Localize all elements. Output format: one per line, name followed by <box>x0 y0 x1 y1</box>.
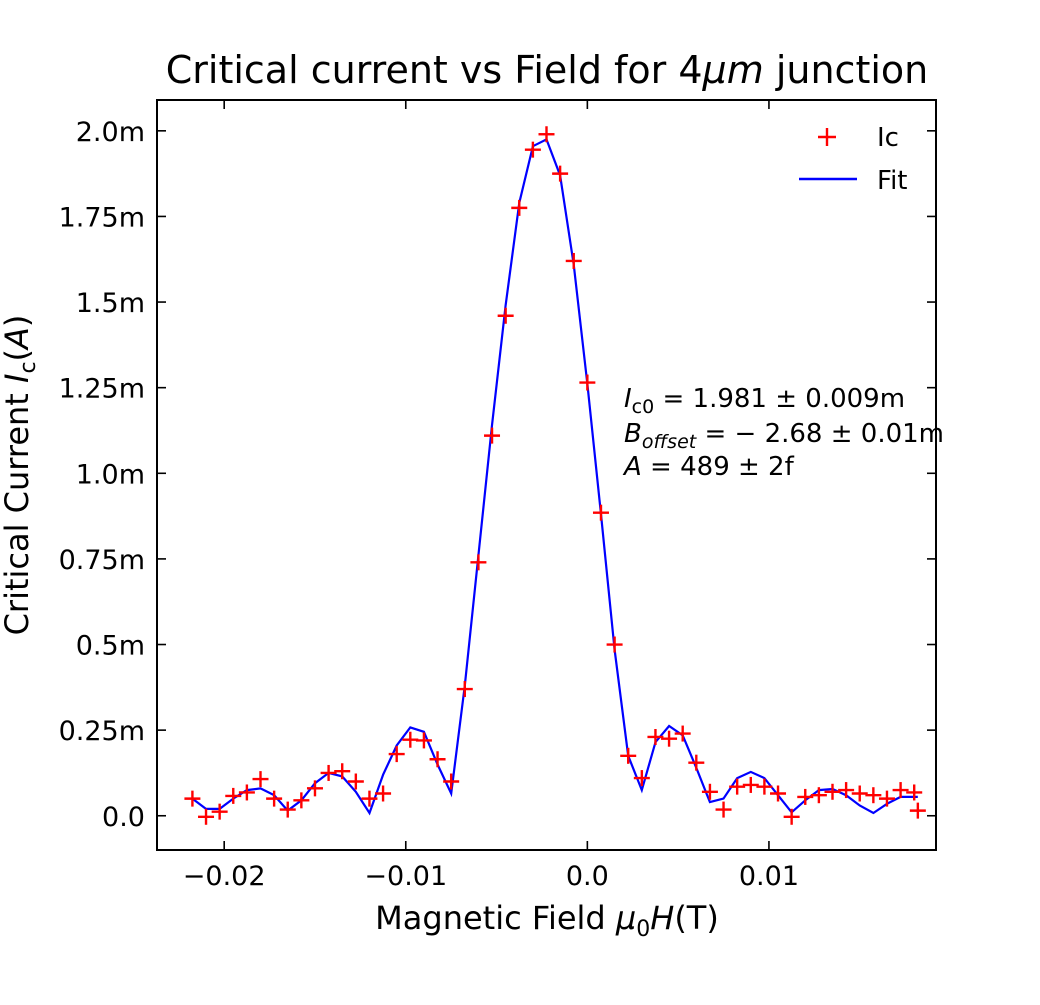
ic-data-point-12 <box>347 773 364 790</box>
ic-data-point-50 <box>865 787 882 804</box>
ic-data-point-30 <box>592 504 609 521</box>
ic-data-point-29 <box>579 374 596 391</box>
ic-data-point-39 <box>715 801 732 818</box>
ic-data-point-28 <box>565 252 582 269</box>
x-tick-label-2: 0.0 <box>566 861 609 892</box>
ic-data-point-14 <box>375 785 392 802</box>
ic-data-point-11 <box>334 763 351 780</box>
y-tick-label-5: 1.25m <box>59 374 145 405</box>
ic-data-point-18 <box>429 751 446 768</box>
ic-data-point-20 <box>456 681 473 698</box>
ic-data-point-44 <box>783 808 800 825</box>
ic-data-point-4 <box>238 784 255 801</box>
plot-area <box>184 126 926 825</box>
ic-data-point-17 <box>415 732 432 749</box>
y-tick-label-1: 0.25m <box>59 716 145 747</box>
x-tick-label-3: 0.01 <box>739 861 799 892</box>
ic-data-point-53 <box>906 784 923 801</box>
ic-data-point-27 <box>552 165 569 182</box>
ic-data-point-38 <box>701 783 718 800</box>
ic-data-point-32 <box>620 747 637 764</box>
ic-data-point-34 <box>647 728 664 745</box>
y-tick-label-7: 1.75m <box>59 202 145 233</box>
legend-label-fit: Fit <box>877 166 907 196</box>
ic-data-point-2 <box>211 803 228 820</box>
legend: Ic Fit <box>799 123 907 196</box>
ic-data-point-52 <box>892 782 909 799</box>
ic-data-point-21 <box>470 554 487 571</box>
ic-data-point-24 <box>511 199 528 216</box>
legend-marker-ic <box>818 128 836 146</box>
chart-title: Critical current vs Field for 4μm juncti… <box>166 48 929 92</box>
ic-data-point-1 <box>198 808 215 825</box>
ic-data-point-36 <box>674 725 691 742</box>
ic-data-point-19 <box>443 773 460 790</box>
ic-data-point-13 <box>361 790 378 807</box>
ic-data-point-22 <box>484 427 501 444</box>
y-tick-label-4: 1.0m <box>76 459 145 490</box>
ic-data-point-31 <box>606 636 623 653</box>
ic-data-point-51 <box>878 790 895 807</box>
ic-data-point-7 <box>279 801 296 818</box>
annotation-line-a: A = 489 ± 2f <box>622 452 795 482</box>
ic-data-point-25 <box>524 141 541 158</box>
y-tick-label-0: 0.0 <box>102 802 145 833</box>
ic-data-point-46 <box>810 787 827 804</box>
ic-data-point-15 <box>388 746 405 763</box>
ic-data-point-9 <box>306 780 323 797</box>
annotation-line-boffset: Boffset = − 2.68 ± 0.01m <box>624 419 944 453</box>
ic-data-point-40 <box>729 778 746 795</box>
ic-data-point-49 <box>851 785 868 802</box>
legend-label-ic: Ic <box>877 123 899 153</box>
ic-data-point-16 <box>402 731 419 748</box>
ic-data-point-26 <box>538 126 555 143</box>
x-axis-label: Magnetic Field μ0H(T) <box>375 899 719 942</box>
y-tick-label-6: 1.5m <box>76 288 145 319</box>
ic-data-point-43 <box>770 785 787 802</box>
ic-data-point-54 <box>909 802 926 819</box>
y-axis-label: Critical Current Ic(A) <box>0 315 41 636</box>
ic-data-point-10 <box>320 764 337 781</box>
ic-data-point-8 <box>293 792 310 809</box>
x-tick-label-0: −0.02 <box>183 861 266 892</box>
ic-data-point-37 <box>688 754 705 771</box>
ic-data-point-42 <box>756 778 773 795</box>
y-tick-label-3: 0.75m <box>59 545 145 576</box>
ic-data-point-47 <box>824 783 841 800</box>
annotation-line-ic0: Ic0 = 1.981 ± 0.009m <box>624 384 905 418</box>
ic-data-point-41 <box>742 776 759 793</box>
x-tick-label-1: −0.01 <box>364 861 447 892</box>
fit-parameters-annotation: Ic0 = 1.981 ± 0.009m Boffset = − 2.68 ± … <box>622 384 944 482</box>
axis-ticks: −0.02 −0.01 0.0 0.01 0.0 0.25m 0.5m 0.75m 1.0m 1.… <box>59 100 936 892</box>
ic-data-point-35 <box>661 730 678 747</box>
ic-data-point-23 <box>497 307 514 324</box>
ic-data-point-33 <box>633 770 650 787</box>
ic-data-point-0 <box>184 790 201 807</box>
ic-data-point-48 <box>838 782 855 799</box>
y-tick-label-8: 2.0m <box>76 117 145 148</box>
ic-data-point-5 <box>252 771 269 788</box>
ic-data-point-3 <box>225 787 242 804</box>
ic-data-point-45 <box>797 788 814 805</box>
plot-frame <box>156 99 937 851</box>
y-tick-label-2: 0.5m <box>76 631 145 662</box>
ic-data-point-6 <box>266 790 283 807</box>
